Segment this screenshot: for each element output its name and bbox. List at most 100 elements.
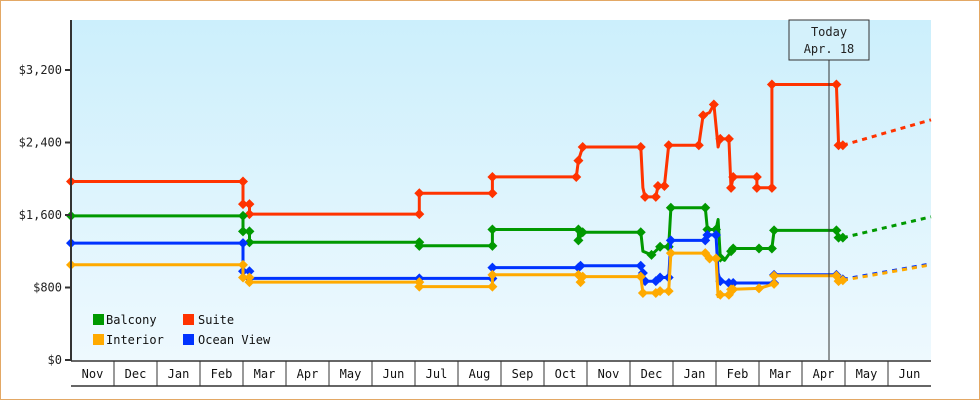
data-point-marker[interactable] xyxy=(487,171,498,182)
data-point-marker[interactable] xyxy=(698,110,709,121)
data-point-marker[interactable] xyxy=(573,235,584,246)
x-tick-label: Mar xyxy=(254,367,276,381)
data-point-marker[interactable] xyxy=(715,133,726,144)
data-point-marker[interactable] xyxy=(693,140,704,151)
data-point-marker[interactable] xyxy=(655,272,666,283)
data-point-marker[interactable] xyxy=(577,227,588,238)
data-point-marker[interactable] xyxy=(414,281,425,292)
data-point-marker[interactable] xyxy=(831,225,842,236)
data-point-marker[interactable] xyxy=(726,182,737,193)
data-point-marker[interactable] xyxy=(665,235,676,246)
data-point-marker[interactable] xyxy=(635,260,646,271)
data-point-marker[interactable] xyxy=(723,133,734,144)
data-point-marker[interactable] xyxy=(640,191,651,202)
y-tick-label: $3,200 xyxy=(19,63,62,77)
data-point-marker[interactable] xyxy=(702,229,713,240)
data-point-marker[interactable] xyxy=(769,270,780,281)
today-label-box xyxy=(788,19,870,61)
data-point-marker[interactable] xyxy=(573,155,584,166)
data-point-marker[interactable] xyxy=(487,281,498,292)
data-point-marker[interactable] xyxy=(663,286,674,297)
data-point-marker[interactable] xyxy=(244,266,255,277)
data-point-marker[interactable] xyxy=(637,287,648,298)
data-point-marker[interactable] xyxy=(487,224,498,235)
x-tick-label: Oct xyxy=(555,367,577,381)
data-point-marker[interactable] xyxy=(646,249,657,260)
data-point-marker[interactable] xyxy=(766,243,777,254)
data-point-marker[interactable] xyxy=(711,229,721,240)
data-point-marker[interactable] xyxy=(715,289,726,300)
x-tick-label: Apr xyxy=(297,367,319,381)
data-point-marker[interactable] xyxy=(650,191,661,202)
data-point-marker[interactable] xyxy=(700,202,711,213)
data-point-marker[interactable] xyxy=(575,260,586,271)
data-point-marker[interactable] xyxy=(635,271,646,282)
data-point-marker[interactable] xyxy=(837,140,848,151)
data-point-marker[interactable] xyxy=(244,277,255,288)
x-tick-label: Aug xyxy=(469,367,491,381)
x-tick-label: May xyxy=(856,367,878,381)
data-point-marker[interactable] xyxy=(244,226,255,237)
legend-label-ocean-view: Ocean View xyxy=(198,333,271,347)
data-point-marker[interactable] xyxy=(414,188,425,199)
series-suite xyxy=(66,79,932,220)
data-point-marker[interactable] xyxy=(487,188,498,199)
data-point-marker[interactable] xyxy=(766,182,777,193)
y-ticks: $0 $800 $1,600 $2,400 $3,200 xyxy=(19,63,71,367)
data-point-marker[interactable] xyxy=(635,142,646,153)
data-point-marker[interactable] xyxy=(766,79,777,90)
data-point-marker[interactable] xyxy=(577,271,588,282)
data-point-marker[interactable] xyxy=(769,225,780,236)
data-point-marker[interactable] xyxy=(238,210,248,221)
plot-area xyxy=(71,20,931,360)
data-point-marker[interactable] xyxy=(769,278,780,289)
data-point-marker[interactable] xyxy=(487,262,498,273)
data-point-marker[interactable] xyxy=(487,269,498,280)
data-point-marker[interactable] xyxy=(665,202,676,213)
data-point-marker[interactable] xyxy=(751,171,762,182)
today-date: Apr. 18 xyxy=(804,42,855,56)
data-point-marker[interactable] xyxy=(665,248,676,259)
data-point-marker[interactable] xyxy=(663,140,674,151)
data-point-marker[interactable] xyxy=(244,237,255,248)
y-tick-label: $800 xyxy=(33,281,62,295)
data-point-marker[interactable] xyxy=(751,182,762,193)
data-point-marker[interactable] xyxy=(238,176,248,187)
x-tick-label: Sep xyxy=(512,367,534,381)
data-point-marker[interactable] xyxy=(708,99,719,110)
data-point-marker[interactable] xyxy=(702,224,713,235)
data-point-marker[interactable] xyxy=(487,240,498,251)
data-point-marker[interactable] xyxy=(704,253,715,264)
data-point-marker[interactable] xyxy=(659,181,670,191)
data-point-marker[interactable] xyxy=(238,259,248,270)
data-point-marker[interactable] xyxy=(728,171,739,182)
x-tick-label: Apr xyxy=(813,367,835,381)
data-point-marker[interactable] xyxy=(238,272,248,283)
data-point-marker[interactable] xyxy=(837,275,848,286)
data-point-marker[interactable] xyxy=(754,283,764,294)
data-point-marker[interactable] xyxy=(238,226,248,237)
series-balcony xyxy=(66,202,932,263)
x-axis: Nov Dec Jan Feb Mar Apr May Jun Jul Aug Sep Oct Nov D… xyxy=(71,360,931,387)
data-point-marker[interactable] xyxy=(414,209,425,220)
x-tick-label: Dec xyxy=(125,367,147,381)
data-point-marker[interactable] xyxy=(728,284,739,295)
legend-swatch-interior xyxy=(93,334,104,345)
data-point-marker[interactable] xyxy=(728,243,739,254)
legend: Balcony Suite Interior Ocean View xyxy=(93,313,271,347)
data-point-marker[interactable] xyxy=(244,199,255,210)
data-point-marker[interactable] xyxy=(238,199,248,210)
data-point-marker[interactable] xyxy=(577,142,588,153)
data-point-marker[interactable] xyxy=(711,253,721,264)
data-point-marker[interactable] xyxy=(655,241,666,252)
data-point-marker[interactable] xyxy=(837,232,848,243)
data-point-marker[interactable] xyxy=(711,224,721,235)
data-point-marker[interactable] xyxy=(571,171,582,182)
data-point-marker[interactable] xyxy=(831,79,842,90)
data-point-marker[interactable] xyxy=(238,238,248,249)
data-point-marker[interactable] xyxy=(652,181,663,191)
data-point-marker[interactable] xyxy=(655,286,666,297)
data-point-marker[interactable] xyxy=(754,243,764,254)
data-point-marker[interactable] xyxy=(635,227,646,238)
data-point-marker[interactable] xyxy=(414,240,425,251)
